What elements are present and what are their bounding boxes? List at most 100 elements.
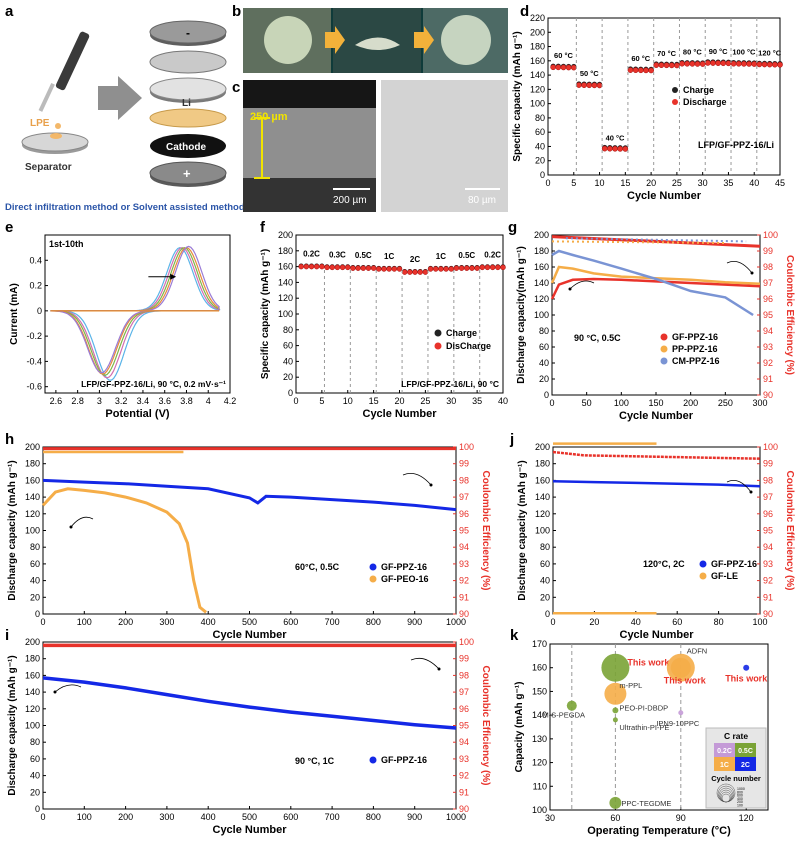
discharge-point: [689, 60, 696, 67]
discharge-point: [386, 266, 392, 272]
discharge-point: [458, 265, 465, 271]
y2-tick-label: 95: [459, 721, 469, 731]
discharge-point: [319, 263, 325, 270]
legend-label: GF-PEO-16: [381, 574, 429, 584]
x-tick-label: 30: [698, 178, 708, 188]
x-tick-label: 300: [159, 617, 174, 627]
y2-axis-label: Coulombic Efficiency (%): [480, 470, 491, 590]
y-tick-label: 200: [534, 230, 549, 240]
size-label: 400: [737, 797, 743, 801]
y-tick-label: 60: [539, 342, 549, 352]
y-tick-label: 0.2: [29, 281, 42, 291]
chart-g: 0 50 100 150 200 250 300 0 20 40 60 80 100 120 140 160 1…: [516, 230, 795, 422]
segment-label: 0.3C: [329, 250, 346, 259]
discharge-point: [663, 62, 670, 69]
panel-letter-e: e: [5, 219, 13, 236]
y-tick-label: 0: [540, 170, 545, 180]
discharge-point: [453, 265, 460, 271]
y-axis-label: Discharge capacity (mAh g⁻¹): [517, 460, 528, 600]
axis-arrow: [726, 479, 752, 493]
x-tick-label: 100: [77, 812, 92, 822]
discharge-point: [555, 64, 562, 71]
data-point: [609, 796, 622, 809]
panel-letter-h: h: [5, 431, 14, 448]
discharge-point: [612, 145, 618, 152]
discharge-point: [751, 61, 758, 67]
legend-marker: [672, 99, 678, 105]
x-tick-label: 1000: [446, 812, 466, 822]
y-tick-label: 140: [278, 277, 293, 287]
y2-tick-label: 94: [459, 737, 469, 747]
series-line: [550, 277, 761, 300]
discharge-point: [576, 82, 582, 88]
legend-marker: [660, 333, 668, 341]
minus-sign: -: [186, 26, 190, 40]
discharge-point: [632, 67, 639, 74]
discharge-point: [345, 264, 351, 271]
legend-marker: [369, 563, 377, 571]
x-tick-label: 1000: [446, 617, 466, 627]
arrow-icon: [414, 26, 434, 54]
x-axis-label: Potential (V): [105, 408, 170, 420]
y-tick-label: 160: [534, 262, 549, 272]
x-tick-label: 500: [242, 617, 257, 627]
y-tick-label: 120: [25, 509, 40, 519]
x-tick-label: 200: [683, 398, 698, 408]
discharge-point: [298, 263, 304, 270]
discharge-point: [777, 61, 783, 68]
discharge-point: [376, 266, 382, 272]
legend-swatch-label: 0.2C: [717, 748, 732, 755]
y-tick-label: 100: [278, 309, 293, 319]
y-tick-label: 60: [535, 127, 545, 137]
discharge-point: [766, 61, 773, 68]
discharge-point: [324, 264, 330, 271]
chart-j: 0 20 40 60 80 100 0 20 40 60 80 100 120 140 160 180 200 C…: [517, 442, 795, 641]
size-label: 1000: [737, 787, 745, 791]
y2-tick-label: 97: [763, 492, 773, 502]
plot-frame: [44, 234, 231, 394]
x-tick-label: 2.8: [71, 396, 84, 406]
segment-label: 1C: [436, 252, 446, 261]
discharge-point: [710, 60, 716, 66]
y-tick-label: 130: [532, 734, 547, 744]
discharge-point: [715, 60, 721, 66]
x-tick-label: 500: [242, 812, 257, 822]
series-line: [550, 265, 761, 286]
y2-tick-label: 98: [763, 475, 773, 485]
y2-tick-label: 91: [763, 592, 773, 602]
y-tick-label: 180: [25, 654, 40, 664]
y-tick-label: 140: [530, 70, 545, 80]
x-tick-label: 30: [545, 813, 555, 823]
arrow-icon: [69, 525, 73, 529]
x-tick-label: 100: [77, 617, 92, 627]
cathode-label: Cathode: [166, 142, 206, 153]
y-axis-label: Discharge capacity (mAh g⁻¹): [7, 655, 18, 795]
y-tick-label: 140: [535, 492, 550, 502]
y2-tick-label: 93: [459, 559, 469, 569]
legend-label: Charge: [683, 85, 714, 95]
y2-tick-label: 98: [763, 262, 773, 272]
y-tick-label: 200: [25, 442, 40, 452]
y2-tick-label: 97: [459, 687, 469, 697]
chart-annotation: 120°C, 2C: [643, 559, 685, 569]
y2-tick-label: 93: [763, 559, 773, 569]
chart-annotation: 90 °C, 0.5C: [574, 333, 621, 343]
discharge-point: [653, 62, 660, 68]
x-tick-label: 30: [446, 396, 456, 406]
arrow-icon: [429, 483, 433, 487]
plot-frame: [42, 641, 457, 810]
discharge-point: [432, 266, 439, 272]
x-tick-label: 50: [582, 398, 592, 408]
y-tick-label: 80: [30, 737, 40, 747]
legend-label: DisCharge: [446, 341, 491, 351]
y2-tick-label: 96: [763, 509, 773, 519]
x-tick-label: 900: [407, 812, 422, 822]
scale-label-left: 200 µm: [333, 195, 367, 206]
discharge-point: [396, 266, 403, 272]
y-tick-label: 110: [533, 781, 547, 791]
legend-label: GF-PPZ-16: [672, 332, 718, 342]
legend-marker: [369, 756, 377, 764]
x-tick-label: 25: [420, 396, 430, 406]
discharge-point: [668, 62, 675, 69]
y-tick-label: 160: [278, 262, 293, 272]
